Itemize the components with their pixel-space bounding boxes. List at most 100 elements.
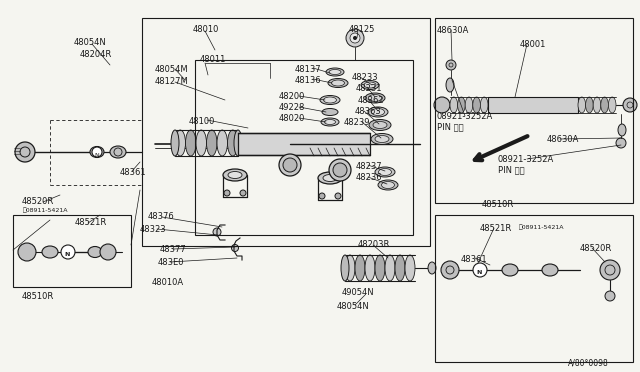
Ellipse shape xyxy=(450,97,458,113)
Ellipse shape xyxy=(333,163,347,177)
Ellipse shape xyxy=(405,255,415,281)
Ellipse shape xyxy=(323,174,337,182)
Ellipse shape xyxy=(279,154,301,176)
Ellipse shape xyxy=(227,130,238,156)
Ellipse shape xyxy=(186,130,196,156)
Ellipse shape xyxy=(364,82,376,88)
Ellipse shape xyxy=(373,122,387,128)
Text: 48630A: 48630A xyxy=(547,135,579,144)
Text: 48376: 48376 xyxy=(148,212,175,221)
Text: 48137: 48137 xyxy=(295,65,322,74)
Circle shape xyxy=(600,260,620,280)
Text: 48200: 48200 xyxy=(279,92,305,101)
Text: 48362: 48362 xyxy=(358,96,385,105)
Ellipse shape xyxy=(321,118,339,126)
Text: N: N xyxy=(65,252,70,257)
Bar xyxy=(13,215,131,287)
Text: 48011: 48011 xyxy=(200,55,227,64)
Ellipse shape xyxy=(322,109,338,115)
Circle shape xyxy=(240,190,246,196)
Text: 48361: 48361 xyxy=(461,255,488,264)
Text: 08921-3252A: 08921-3252A xyxy=(437,112,493,121)
Ellipse shape xyxy=(234,130,242,156)
Text: 48100: 48100 xyxy=(189,117,216,126)
Text: 08921-3252A: 08921-3252A xyxy=(498,155,554,164)
Text: 48236: 48236 xyxy=(356,173,383,182)
Ellipse shape xyxy=(458,97,465,113)
Text: 48127M: 48127M xyxy=(155,77,189,86)
Ellipse shape xyxy=(228,171,242,179)
Ellipse shape xyxy=(329,159,351,181)
Text: 48020: 48020 xyxy=(279,114,305,123)
Ellipse shape xyxy=(618,124,626,136)
Ellipse shape xyxy=(378,180,398,190)
Ellipse shape xyxy=(378,169,392,176)
Ellipse shape xyxy=(283,158,297,172)
Circle shape xyxy=(232,244,239,251)
Text: 48510R: 48510R xyxy=(482,200,514,209)
Ellipse shape xyxy=(175,130,186,156)
Ellipse shape xyxy=(368,107,388,117)
Circle shape xyxy=(224,190,230,196)
Ellipse shape xyxy=(320,96,340,105)
Circle shape xyxy=(623,98,637,112)
Bar xyxy=(142,18,430,246)
Bar xyxy=(195,60,413,235)
Text: 48001: 48001 xyxy=(520,40,547,49)
Circle shape xyxy=(213,228,221,236)
Bar xyxy=(238,133,370,155)
Text: 48233: 48233 xyxy=(352,73,379,82)
Ellipse shape xyxy=(375,255,385,281)
Text: 48239: 48239 xyxy=(344,118,371,127)
Ellipse shape xyxy=(326,68,344,76)
Text: ⓝ08911-5421A: ⓝ08911-5421A xyxy=(519,224,564,230)
Text: 48237: 48237 xyxy=(356,162,383,171)
Text: 49054N: 49054N xyxy=(342,288,374,297)
Ellipse shape xyxy=(465,97,473,113)
Text: 48010: 48010 xyxy=(193,25,220,34)
Circle shape xyxy=(18,243,36,261)
Text: 48231: 48231 xyxy=(356,84,383,93)
Ellipse shape xyxy=(395,255,405,281)
Circle shape xyxy=(346,29,364,47)
Ellipse shape xyxy=(371,109,385,115)
Ellipse shape xyxy=(375,135,389,142)
Ellipse shape xyxy=(328,78,348,87)
Ellipse shape xyxy=(355,255,365,281)
Ellipse shape xyxy=(375,167,395,177)
Circle shape xyxy=(92,147,102,157)
Ellipse shape xyxy=(473,97,481,113)
Circle shape xyxy=(61,245,75,259)
Ellipse shape xyxy=(593,97,601,113)
Ellipse shape xyxy=(345,255,355,281)
Text: PIN ビン: PIN ビン xyxy=(498,165,525,174)
Text: 48510R: 48510R xyxy=(22,292,54,301)
Text: 48010A: 48010A xyxy=(152,278,184,287)
Text: N: N xyxy=(477,270,482,275)
Text: PIN ビン: PIN ビン xyxy=(437,122,463,131)
Circle shape xyxy=(446,60,456,70)
Ellipse shape xyxy=(42,246,58,258)
Text: 48521R: 48521R xyxy=(75,218,108,227)
Text: 48521R: 48521R xyxy=(480,224,512,233)
Circle shape xyxy=(15,142,35,162)
Bar xyxy=(435,18,633,203)
Text: 49228: 49228 xyxy=(279,103,305,112)
Circle shape xyxy=(473,263,487,277)
Ellipse shape xyxy=(324,119,335,125)
Text: 48125: 48125 xyxy=(349,25,376,34)
Ellipse shape xyxy=(369,94,381,102)
Text: 48054N: 48054N xyxy=(337,302,370,311)
Circle shape xyxy=(353,36,357,40)
Ellipse shape xyxy=(196,130,207,156)
Ellipse shape xyxy=(365,255,375,281)
Ellipse shape xyxy=(371,134,393,144)
Ellipse shape xyxy=(542,264,558,276)
Circle shape xyxy=(441,261,459,279)
Text: A/80°0098: A/80°0098 xyxy=(568,358,609,367)
Ellipse shape xyxy=(578,97,586,113)
Circle shape xyxy=(434,97,450,113)
Ellipse shape xyxy=(428,262,436,274)
Text: 48054N: 48054N xyxy=(74,38,107,47)
Ellipse shape xyxy=(318,172,342,184)
